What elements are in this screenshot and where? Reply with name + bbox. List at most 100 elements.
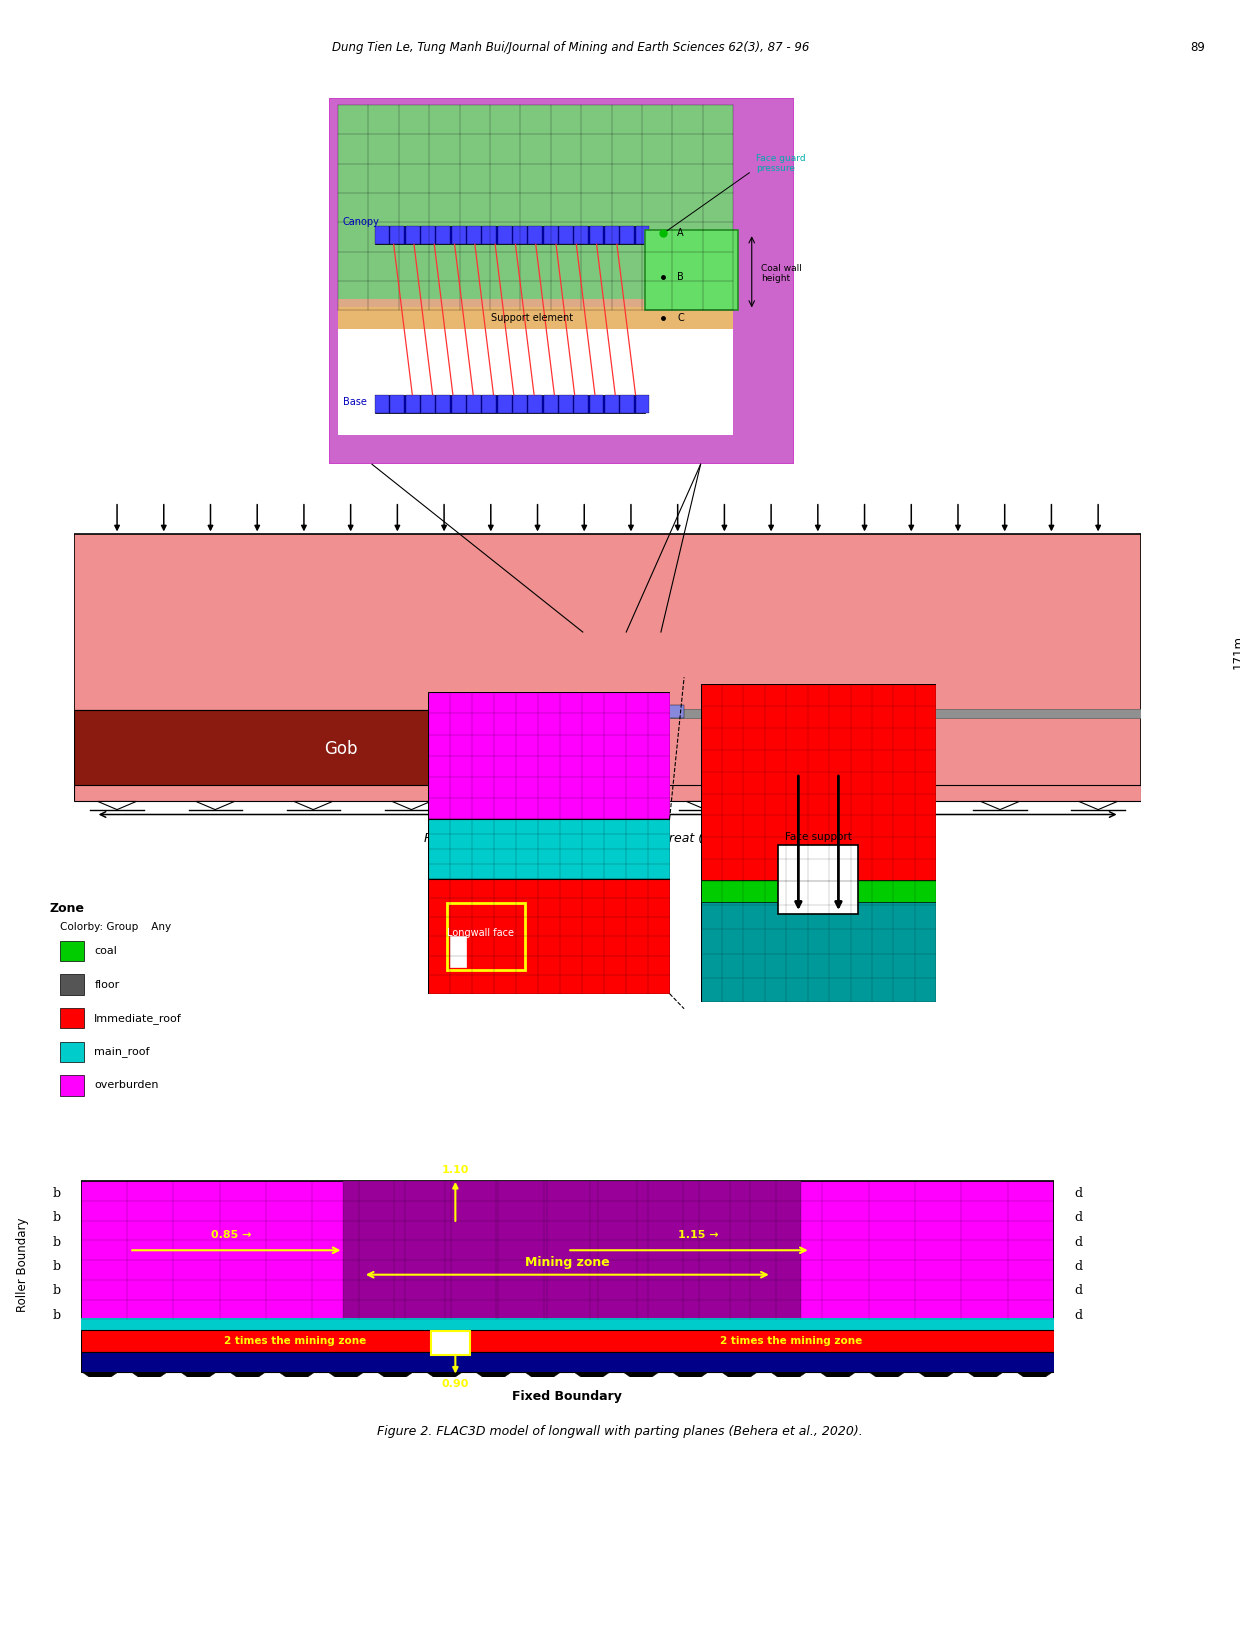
Polygon shape: [427, 1372, 461, 1385]
Polygon shape: [919, 1372, 954, 1385]
FancyBboxPatch shape: [666, 709, 1141, 718]
FancyBboxPatch shape: [405, 394, 419, 414]
FancyBboxPatch shape: [343, 1181, 801, 1319]
Text: b: b: [52, 1310, 61, 1321]
FancyBboxPatch shape: [374, 226, 645, 244]
Polygon shape: [785, 801, 823, 810]
Polygon shape: [329, 1372, 363, 1385]
FancyBboxPatch shape: [337, 106, 733, 311]
Polygon shape: [98, 801, 136, 810]
Text: Figure 1. FLAC2D model of longwall retreat (Bai et al., 2016a).: Figure 1. FLAC2D model of longwall retre…: [424, 832, 816, 844]
FancyBboxPatch shape: [60, 942, 84, 961]
Text: b: b: [52, 1285, 61, 1297]
FancyBboxPatch shape: [81, 1318, 1054, 1331]
Polygon shape: [476, 1372, 511, 1385]
FancyBboxPatch shape: [620, 226, 634, 244]
Text: d: d: [1074, 1310, 1083, 1321]
Polygon shape: [968, 1372, 1003, 1385]
FancyBboxPatch shape: [559, 226, 573, 244]
FancyBboxPatch shape: [337, 306, 733, 329]
Polygon shape: [981, 801, 1019, 810]
FancyBboxPatch shape: [451, 226, 466, 244]
FancyBboxPatch shape: [635, 226, 650, 244]
Text: Coal wall
height: Coal wall height: [761, 264, 802, 283]
FancyBboxPatch shape: [605, 226, 619, 244]
Polygon shape: [294, 801, 332, 810]
Text: 171m: 171m: [1231, 635, 1240, 668]
Text: 2 times the mining zone: 2 times the mining zone: [720, 1336, 862, 1346]
Polygon shape: [526, 1372, 560, 1385]
Text: Colorby: Group    Any: Colorby: Group Any: [60, 922, 171, 932]
Text: overburden: overburden: [94, 1080, 159, 1090]
FancyBboxPatch shape: [482, 226, 496, 244]
Text: d: d: [1074, 1285, 1083, 1297]
FancyBboxPatch shape: [467, 394, 481, 414]
Text: d: d: [1074, 1236, 1083, 1248]
FancyBboxPatch shape: [422, 226, 435, 244]
FancyBboxPatch shape: [589, 226, 604, 244]
Circle shape: [25, 681, 71, 694]
Text: Face guard
pressure: Face guard pressure: [756, 155, 806, 173]
FancyBboxPatch shape: [543, 226, 558, 244]
FancyBboxPatch shape: [391, 394, 404, 414]
Polygon shape: [131, 1372, 166, 1385]
Polygon shape: [490, 801, 528, 810]
Text: 0.90: 0.90: [441, 1378, 469, 1388]
FancyBboxPatch shape: [513, 394, 527, 414]
Polygon shape: [574, 1372, 609, 1385]
FancyBboxPatch shape: [81, 1181, 1054, 1319]
Circle shape: [25, 603, 71, 616]
Text: Support element: Support element: [491, 313, 573, 323]
FancyBboxPatch shape: [391, 226, 404, 244]
FancyBboxPatch shape: [428, 819, 670, 880]
FancyBboxPatch shape: [482, 394, 496, 414]
FancyBboxPatch shape: [74, 785, 1141, 801]
FancyBboxPatch shape: [428, 880, 670, 994]
FancyBboxPatch shape: [701, 684, 936, 881]
Text: Roller Boundary: Roller Boundary: [16, 1217, 29, 1311]
Text: d: d: [1074, 1188, 1083, 1199]
FancyBboxPatch shape: [620, 394, 634, 414]
Text: Face support: Face support: [785, 832, 852, 842]
Circle shape: [1145, 564, 1190, 577]
Polygon shape: [687, 801, 725, 810]
FancyBboxPatch shape: [60, 1075, 84, 1095]
FancyBboxPatch shape: [60, 1008, 84, 1028]
Text: Canopy: Canopy: [342, 217, 379, 228]
Text: B: B: [677, 272, 684, 282]
Text: Base: Base: [342, 397, 367, 407]
Text: Longwall face: Longwall face: [448, 929, 515, 938]
FancyBboxPatch shape: [60, 974, 84, 995]
Polygon shape: [673, 1372, 708, 1385]
Text: Figure 2. FLAC3D model of longwall with parting planes (Behera et al., 2020).: Figure 2. FLAC3D model of longwall with …: [377, 1425, 863, 1437]
Text: Dung Tien Le, Tung Manh Bui/Journal of Mining and Earth Sciences 62(3), 87 - 96: Dung Tien Le, Tung Manh Bui/Journal of M…: [332, 41, 808, 54]
Text: d: d: [1074, 1212, 1083, 1223]
FancyBboxPatch shape: [543, 394, 558, 414]
Text: 89: 89: [1190, 41, 1205, 54]
Circle shape: [1145, 681, 1190, 694]
FancyBboxPatch shape: [605, 394, 619, 414]
FancyBboxPatch shape: [670, 705, 684, 718]
Polygon shape: [378, 1372, 413, 1385]
FancyBboxPatch shape: [81, 1352, 1054, 1372]
FancyBboxPatch shape: [436, 226, 450, 244]
Text: 2 times the mining zone: 2 times the mining zone: [223, 1336, 366, 1346]
Text: C: C: [677, 313, 684, 323]
Text: A: A: [677, 228, 684, 238]
Text: Mining zone: Mining zone: [525, 1256, 610, 1269]
FancyBboxPatch shape: [467, 226, 481, 244]
Text: b: b: [52, 1261, 61, 1272]
Circle shape: [25, 720, 71, 733]
Text: Fixed Boundary: Fixed Boundary: [512, 1391, 622, 1403]
FancyBboxPatch shape: [374, 394, 645, 414]
Text: d: d: [1074, 1261, 1083, 1272]
FancyBboxPatch shape: [528, 226, 542, 244]
FancyBboxPatch shape: [645, 230, 738, 311]
FancyBboxPatch shape: [337, 300, 733, 329]
Circle shape: [1145, 642, 1190, 655]
Polygon shape: [1079, 801, 1117, 810]
Text: coal: coal: [94, 946, 117, 956]
FancyBboxPatch shape: [405, 226, 419, 244]
FancyBboxPatch shape: [374, 226, 389, 244]
FancyBboxPatch shape: [497, 226, 512, 244]
